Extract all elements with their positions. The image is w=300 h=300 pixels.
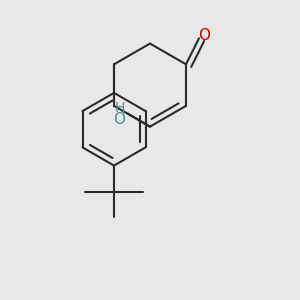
Text: O: O [198,28,210,43]
Text: O: O [113,112,125,127]
Text: H: H [114,101,125,115]
